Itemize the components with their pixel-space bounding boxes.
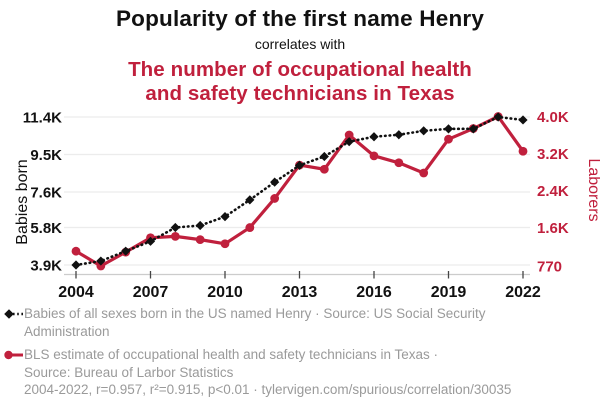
data-point-diamond <box>518 115 528 125</box>
data-point-circle <box>245 223 255 232</box>
chart-subtitle-line2: and safety technicians in Texas <box>145 82 455 105</box>
x-tick-label: 2013 <box>282 284 318 301</box>
gridlines <box>64 116 530 266</box>
axes: 2004 2007 2010 2013 2016 2019 2022 3.9K 5.8K 7.6K… <box>23 109 569 301</box>
series-line <box>75 114 525 268</box>
data-point-circle <box>444 134 453 144</box>
y-right-tick-label: 4.0K <box>537 109 569 126</box>
y-right-tick-label: 3.2K <box>537 146 569 163</box>
data-series <box>71 112 528 271</box>
data-point-circle <box>270 194 280 203</box>
data-point-diamond <box>344 137 354 147</box>
legend-henry-line2: Administration <box>24 323 110 339</box>
y-right-tick-label: 1.6K <box>537 220 569 237</box>
stats-footer: 2004-2022, r=0.957, r²=0.915, p<0.01 · t… <box>24 382 512 397</box>
data-point-circle <box>344 130 354 140</box>
legend-laborers-line2: Source: Bureau of Larbor Statistics <box>24 364 234 380</box>
data-point-circle <box>518 146 528 156</box>
data-point-diamond <box>145 236 156 246</box>
red-circle-solid-icon <box>4 350 23 360</box>
legend-henry-line1: Babies of all sexes born in the US named… <box>24 306 486 321</box>
y-left-tick-label: 11.4K <box>23 110 62 127</box>
right-axis-title: Laborers <box>585 158 600 221</box>
data-point-diamond <box>443 124 454 134</box>
legend-item-laborers: BLS estimate of occupational health and … <box>4 346 584 381</box>
data-point-circle <box>319 164 329 174</box>
data-point-diamond <box>319 151 329 162</box>
data-point-circle <box>170 231 180 241</box>
x-tick-label: 2019 <box>431 284 467 301</box>
chart-title: Popularity of the first name Henry <box>115 6 485 31</box>
data-point-diamond <box>71 260 81 270</box>
data-point-diamond <box>419 126 429 136</box>
line-chart: 2004 2007 2010 2013 2016 2019 2022 3.9K 5.8K 7.6K… <box>14 109 600 301</box>
data-point-diamond <box>468 124 478 134</box>
data-point-diamond <box>195 220 205 231</box>
y-left-tick-label: 9.5K <box>30 147 62 164</box>
y-right-tick-label: 770 <box>537 259 562 276</box>
data-point-circle <box>419 168 429 178</box>
data-point-diamond <box>96 256 106 266</box>
data-point-diamond <box>121 246 131 256</box>
data-point-diamond <box>270 177 280 187</box>
legend-text-henry: Babies of all sexes born in the US named… <box>24 305 584 340</box>
correlates-with-label: correlates with <box>254 36 346 52</box>
data-point-circle <box>394 158 404 168</box>
x-tick-label: 2022 <box>505 284 541 301</box>
black-diamond-dotted-icon <box>4 309 24 319</box>
data-point-circle <box>220 239 230 249</box>
data-point-diamond <box>369 132 379 142</box>
y-left-tick-label: 7.6K <box>30 184 62 201</box>
data-point-diamond <box>170 222 180 233</box>
y-left-tick-label: 3.9K <box>30 258 62 275</box>
data-point-diamond <box>394 130 404 140</box>
x-tick-label: 2007 <box>133 284 169 301</box>
data-point-circle <box>369 151 379 161</box>
left-axis-title: Babies born <box>14 159 31 244</box>
legend-laborers-line1: BLS estimate of occupational health and … <box>24 347 438 362</box>
x-tick-label: 2004 <box>58 284 94 301</box>
data-point-diamond <box>294 160 305 170</box>
chart-subtitle-line1: The number of occupational health <box>128 58 472 81</box>
data-point-diamond <box>245 195 255 205</box>
data-point-circle <box>71 246 81 256</box>
data-point-circle <box>195 235 205 245</box>
legend-text-laborers: BLS estimate of occupational health and … <box>24 346 584 381</box>
y-left-tick-label: 5.8K <box>30 220 62 237</box>
y-right-tick-label: 2.4K <box>537 183 569 200</box>
x-tick-label: 2010 <box>207 284 243 301</box>
x-tick-label: 2016 <box>356 284 392 301</box>
data-point-diamond <box>220 212 230 222</box>
legend-item-henry: Babies of all sexes born in the US named… <box>4 305 584 340</box>
data-point-circle <box>96 261 106 271</box>
